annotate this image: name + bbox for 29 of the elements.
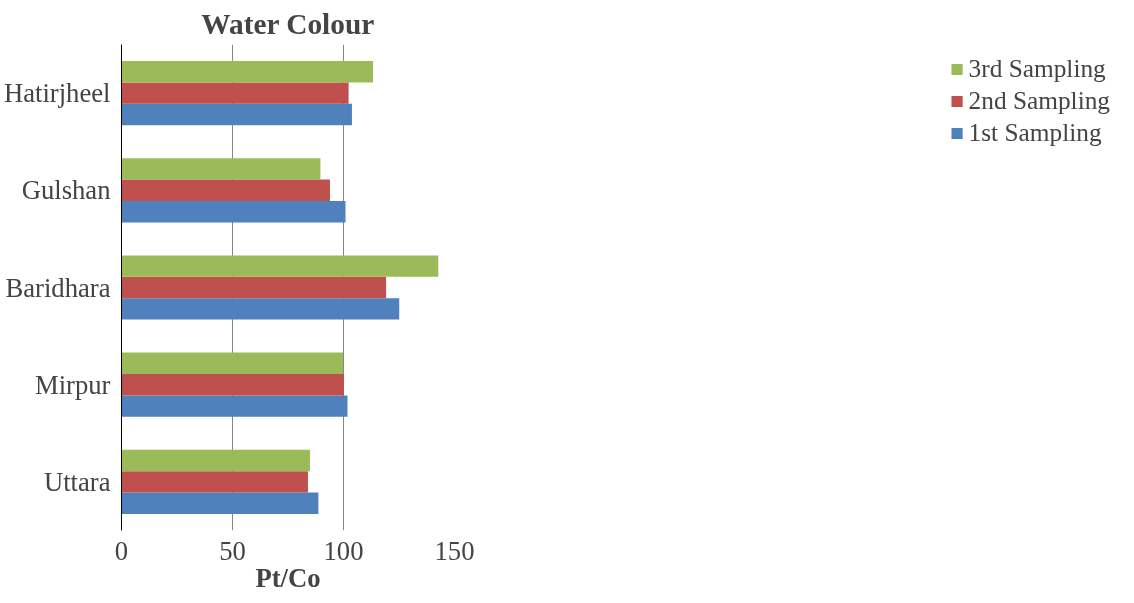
chart-title: Water Colour <box>201 7 375 40</box>
bar <box>121 82 349 104</box>
bar <box>121 179 330 201</box>
legend-label: 3rd Sampling <box>968 54 1106 83</box>
legend-label: 2nd Sampling <box>968 86 1110 115</box>
y-tick-label: Gulshan <box>21 175 111 206</box>
x-tick-label: 100 <box>323 535 364 566</box>
bar <box>121 374 344 396</box>
bar <box>121 158 321 180</box>
bar <box>121 395 348 417</box>
x-axis-title: Pt/Co <box>255 562 321 593</box>
y-tick-label: Baridhara <box>5 272 111 303</box>
x-tick-label: 50 <box>219 535 246 566</box>
bar <box>121 255 439 277</box>
y-tick-label: Hatirjheel <box>3 78 111 109</box>
y-tick-label: Uttara <box>43 466 111 497</box>
bar <box>121 298 400 320</box>
x-tick-label: 150 <box>434 535 475 566</box>
bar <box>121 471 308 493</box>
bar <box>121 103 352 126</box>
bar <box>121 200 346 223</box>
bar <box>121 352 344 375</box>
bar <box>121 276 387 299</box>
bar <box>121 449 310 472</box>
x-tick-label: 0 <box>114 535 129 566</box>
legend-label: 1st Sampling <box>968 118 1102 147</box>
bar <box>121 492 319 514</box>
y-tick-label: Mirpur <box>34 369 111 400</box>
bar <box>121 61 374 83</box>
